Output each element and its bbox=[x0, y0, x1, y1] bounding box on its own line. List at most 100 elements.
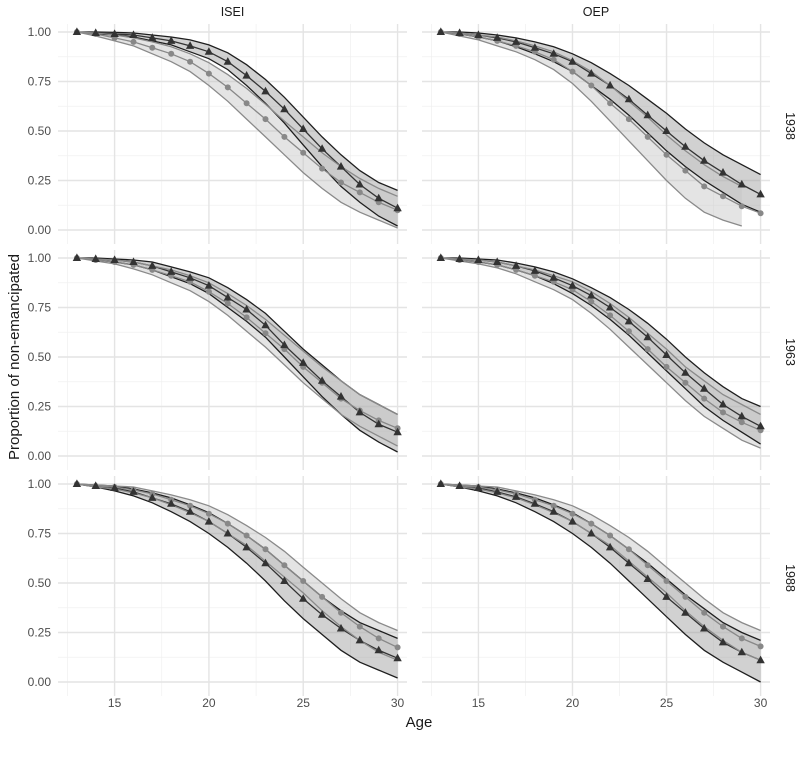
data-point-triangle bbox=[605, 542, 615, 551]
data-point-triangle bbox=[317, 610, 327, 618]
data-point-triangle bbox=[167, 267, 176, 275]
facet-col-label-oep: OEP bbox=[583, 5, 609, 19]
band-lower-edge-circle bbox=[440, 483, 761, 661]
data-point-circle bbox=[607, 312, 614, 319]
data-point-circle bbox=[356, 189, 363, 196]
data-point-triangle bbox=[493, 487, 502, 495]
data-point-triangle bbox=[605, 302, 615, 311]
y-tick-label: 1.00 bbox=[28, 477, 52, 491]
data-point-triangle bbox=[737, 647, 746, 656]
x-tick-label: 30 bbox=[754, 696, 768, 710]
band-lower-edge-circle bbox=[76, 483, 398, 661]
data-point-circle bbox=[757, 210, 764, 217]
x-tick-label: 25 bbox=[297, 696, 311, 710]
data-point-triangle bbox=[204, 517, 214, 525]
data-point-triangle bbox=[605, 80, 615, 89]
data-point-triangle bbox=[681, 142, 690, 150]
data-point-triangle bbox=[700, 623, 709, 632]
band-lower-edge-triangle bbox=[76, 257, 398, 453]
confidence-band-triangle bbox=[76, 484, 398, 678]
x-tick-label: 30 bbox=[391, 696, 405, 710]
confidence-band-triangle bbox=[440, 32, 761, 213]
data-point-triangle bbox=[474, 30, 483, 38]
data-point-circle bbox=[738, 419, 745, 426]
data-point-triangle bbox=[393, 653, 402, 662]
confidence-band-circle bbox=[440, 484, 761, 661]
data-point-circle bbox=[720, 409, 726, 416]
data-point-triangle bbox=[393, 427, 402, 436]
data-point-triangle bbox=[242, 304, 251, 313]
data-point-triangle bbox=[549, 507, 558, 515]
data-point-triangle bbox=[718, 168, 728, 176]
y-tick-label: 0.25 bbox=[28, 626, 52, 640]
data-point-circle bbox=[625, 546, 632, 553]
data-point-triangle bbox=[624, 316, 634, 325]
band-lower-edge-circle bbox=[76, 257, 398, 447]
confidence-band-triangle bbox=[440, 258, 761, 445]
data-point-triangle bbox=[643, 574, 652, 582]
data-point-circle bbox=[130, 38, 137, 45]
y-tick-label: 0.00 bbox=[28, 223, 52, 237]
data-point-circle bbox=[720, 623, 726, 630]
data-point-circle bbox=[550, 502, 557, 509]
data-point-circle bbox=[243, 100, 250, 107]
data-point-circle bbox=[338, 609, 344, 616]
data-point-triangle bbox=[511, 492, 521, 500]
data-point-triangle bbox=[700, 384, 709, 392]
data-point-circle bbox=[338, 179, 344, 186]
confidence-band-circle bbox=[76, 258, 398, 447]
data-point-circle bbox=[644, 346, 651, 353]
data-point-circle bbox=[300, 578, 307, 584]
data-point-triangle bbox=[436, 253, 445, 261]
data-point-triangle bbox=[148, 33, 157, 41]
data-point-triangle bbox=[511, 261, 521, 269]
facet-row-label-1963: 1963 bbox=[783, 338, 797, 366]
data-point-triangle bbox=[129, 487, 138, 495]
data-point-circle bbox=[205, 288, 212, 295]
data-point-triangle bbox=[91, 28, 100, 36]
label-layer: ISEI OEP 1938 1963 1988 15 20 25 30 15 20 25 30 0.00 0… bbox=[28, 5, 797, 710]
data-point-circle bbox=[205, 510, 212, 517]
data-point-triangle bbox=[549, 49, 558, 57]
data-point-triangle bbox=[681, 608, 690, 616]
data-point-circle bbox=[149, 44, 156, 51]
data-point-circle bbox=[262, 546, 269, 553]
data-point-circle bbox=[569, 68, 576, 75]
band-upper-edge-circle bbox=[76, 257, 398, 415]
band-lower-edge-circle bbox=[440, 257, 761, 449]
x-tick-label: 20 bbox=[566, 696, 580, 710]
x-axis-label: Age bbox=[406, 714, 433, 731]
data-point-circle bbox=[281, 562, 288, 569]
y-tick-label: 0.75 bbox=[28, 301, 52, 315]
data-point-circle bbox=[187, 58, 194, 65]
band-upper-edge-triangle bbox=[440, 257, 761, 408]
data-point-triangle bbox=[643, 332, 652, 341]
data-point-circle bbox=[625, 116, 632, 123]
data-point-circle bbox=[187, 502, 194, 509]
data-point-triangle bbox=[317, 144, 327, 152]
facet-row-label-1988: 1988 bbox=[783, 564, 797, 592]
data-point-circle bbox=[701, 183, 708, 190]
data-point-circle bbox=[757, 643, 764, 650]
data-point-circle bbox=[531, 272, 538, 279]
data-point-circle bbox=[243, 532, 250, 539]
data-point-triangle bbox=[700, 156, 709, 164]
data-point-triangle bbox=[681, 368, 690, 376]
y-tick-label: 0.75 bbox=[28, 75, 52, 89]
data-point-triangle bbox=[148, 493, 157, 501]
band-layer bbox=[76, 32, 761, 682]
data-point-triangle bbox=[530, 266, 540, 274]
data-point-circle bbox=[168, 50, 175, 57]
data-point-circle bbox=[394, 644, 401, 651]
data-point-circle bbox=[205, 70, 212, 77]
marker-layer bbox=[72, 27, 765, 664]
band-upper-edge-triangle bbox=[76, 31, 398, 191]
data-point-circle bbox=[356, 623, 363, 630]
data-point-triangle bbox=[280, 340, 289, 349]
data-point-triangle bbox=[587, 291, 596, 299]
data-point-triangle bbox=[185, 507, 195, 515]
data-point-circle bbox=[281, 133, 288, 140]
data-point-circle bbox=[300, 149, 307, 156]
data-point-triangle bbox=[493, 33, 502, 41]
data-point-triangle bbox=[718, 637, 728, 646]
